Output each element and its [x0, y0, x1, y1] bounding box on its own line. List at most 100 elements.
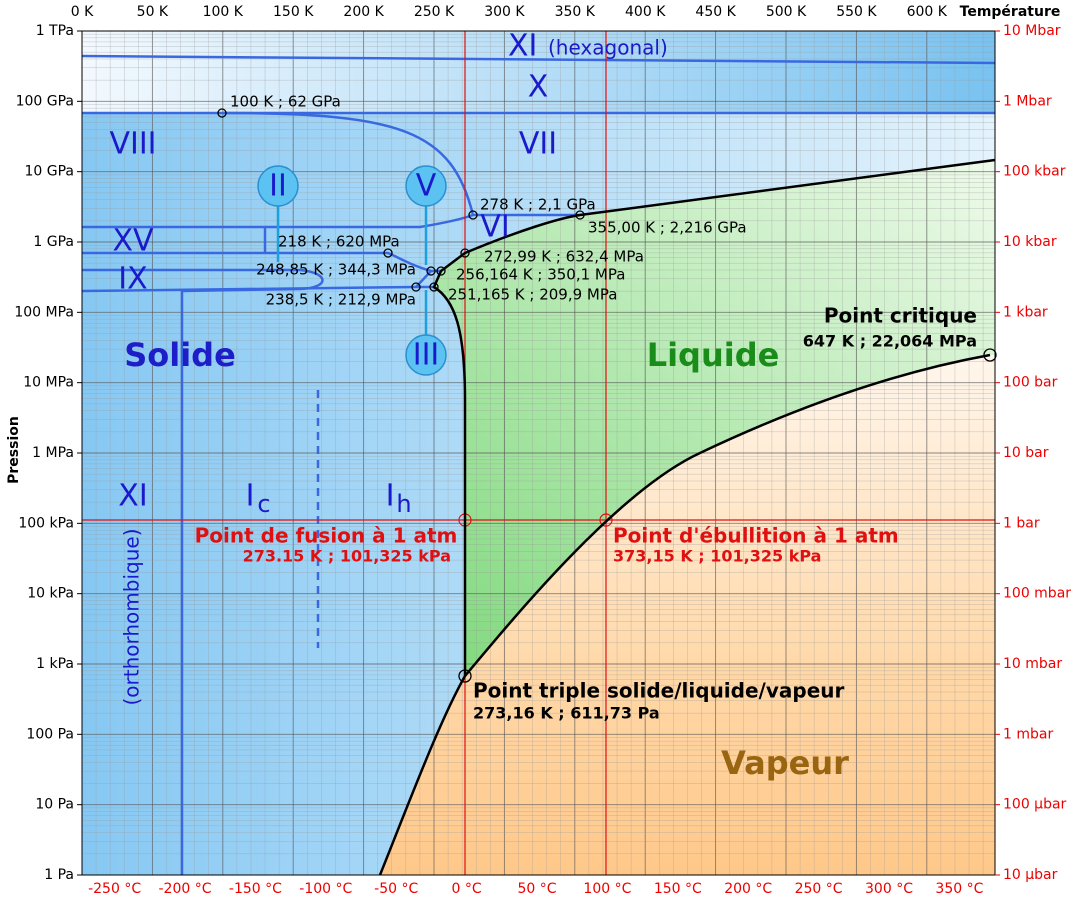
landmark-value: 647 K ; 22,064 MPa	[803, 332, 977, 351]
landmark-value: 373,15 K ; 101,325 kPa	[613, 547, 821, 566]
right-tick-label: 10 mbar	[1003, 656, 1062, 672]
bottom-tick-label: -150 °C	[229, 881, 282, 897]
boundary	[221, 111, 580, 217]
top-tick-label: 100 K	[203, 4, 244, 20]
point	[460, 248, 470, 258]
top-tick-label: 450 K	[695, 4, 736, 20]
ice-phase-label: c	[257, 490, 270, 518]
point-label: 251,165 K ; 209,9 MPa	[448, 286, 617, 304]
point	[468, 210, 478, 220]
point-label: 278 K ; 2,1 GPa	[480, 196, 596, 214]
right-tick-label: 1 mbar	[1003, 726, 1053, 742]
triple-point	[458, 669, 472, 683]
point-label: 218 K ; 620 MPa	[278, 233, 400, 251]
high-pressure-region	[82, 31, 995, 113]
vaporization-curve	[464, 353, 991, 677]
point-label: 248,85 K ; 344,3 MPa	[256, 261, 416, 279]
ice-phase-label: VII	[519, 127, 557, 162]
boundary	[82, 213, 474, 229]
left-tick-label: 1 TPa	[36, 23, 74, 39]
right-tick-label: 1 Mbar	[1003, 93, 1052, 109]
point-label: 256,164 K ; 350,1 MPa	[456, 266, 625, 284]
ice-phase-label: h	[396, 490, 411, 518]
boundary	[81, 285, 434, 293]
left-tick-label: 100 kPa	[18, 515, 74, 531]
point-label: 238,5 K ; 212,9 MPa	[266, 291, 416, 309]
bottom-tick-label: 0 °C	[452, 881, 482, 897]
point	[383, 248, 393, 258]
top-tick-label: 250 K	[414, 4, 455, 20]
top-tick-label: 0 K	[71, 4, 94, 20]
right-tick-label: 100 bar	[1003, 375, 1058, 391]
special-points	[217, 108, 997, 683]
labels: 0 K 50 K 100 K 150 K 200 K 250 K 300 K 350 K 400…	[6, 4, 1071, 897]
left-tick-label: 100 MPa	[14, 304, 74, 320]
ice-phase-label: VI	[480, 210, 509, 245]
landmark-title: Point d'ébullition à 1 atm	[613, 524, 899, 548]
top-tick-label: 400 K	[625, 4, 666, 20]
top-tick-label: 300 K	[484, 4, 525, 20]
top-tick-label: 200 K	[343, 4, 384, 20]
bottom-tick-label: 50 °C	[517, 881, 556, 897]
right-tick-label: 100 mbar	[1003, 586, 1071, 602]
point	[436, 266, 446, 276]
left-tick-label: 10 Pa	[35, 797, 74, 813]
top-tick-label: 350 K	[555, 4, 596, 20]
right-tick-label: 10 Mbar	[1003, 23, 1061, 39]
landmark-title: Point triple solide/liquide/vapeur	[473, 679, 844, 703]
ice-phase-label: I	[246, 479, 255, 514]
ice-phase-label: II	[269, 169, 287, 204]
left-tick-label: 100 GPa	[16, 93, 74, 109]
point	[217, 108, 227, 118]
ref-point	[599, 513, 613, 527]
point	[575, 210, 585, 220]
bottom-tick-label: 300 °C	[865, 881, 913, 897]
ice-phase-label: (hexagonal)	[548, 36, 668, 60]
right-tick-label: 10 µbar	[1003, 867, 1058, 883]
top-tick-label: 550 K	[836, 4, 877, 20]
top-tick-label: 500 K	[766, 4, 807, 20]
bottom-tick-label: 150 °C	[654, 881, 702, 897]
point	[426, 266, 436, 276]
bottom-tick-label: -100 °C	[299, 881, 352, 897]
ice-phase-label: XI	[118, 479, 147, 514]
right-tick-label: 1 kbar	[1003, 304, 1048, 320]
region-label: Solide	[124, 336, 236, 374]
landmark-title: Point de fusion à 1 atm	[195, 524, 458, 548]
y-axis-title: Pression	[6, 416, 22, 484]
landmark-title: Point critique	[824, 304, 977, 328]
left-tick-label: 1 kPa	[36, 656, 74, 672]
liquid-region	[434, 160, 995, 676]
left-tick-label: 1 Pa	[44, 867, 74, 883]
x-axis-title: Température	[960, 4, 1061, 20]
ice-phase-label: VIII	[109, 127, 156, 162]
bottom-tick-label: -50 °C	[374, 881, 418, 897]
region-label: Liquide	[647, 336, 780, 374]
left-tick-label: 10 GPa	[24, 164, 74, 180]
point	[411, 282, 421, 292]
ice-phase-label: XI	[508, 29, 537, 64]
melting-curve	[432, 158, 996, 676]
ice-phase-label: I	[386, 479, 395, 514]
ice-phase-label: XV	[112, 224, 154, 259]
point-label: 100 K ; 62 GPa	[230, 93, 341, 111]
region-label: Vapeur	[721, 744, 849, 782]
right-tick-label: 100 kbar	[1003, 164, 1066, 180]
bottom-tick-label: 250 °C	[795, 881, 843, 897]
bottom-tick-label: 200 °C	[724, 881, 772, 897]
left-tick-label: 10 kPa	[27, 586, 74, 602]
ice-phase-label: III	[413, 338, 440, 373]
right-tick-label: 10 kbar	[1003, 234, 1057, 250]
landmark-value: 273,16 K ; 611,73 Pa	[473, 704, 660, 723]
point-label: 355,00 K ; 2,216 GPa	[588, 219, 747, 237]
point	[429, 282, 439, 292]
point-label: 272,99 K ; 632,4 MPa	[484, 248, 644, 266]
bottom-tick-label: -200 °C	[158, 881, 211, 897]
ice-phase-label: (orthorhombique)	[120, 528, 144, 705]
left-tick-label: 100 Pa	[26, 726, 74, 742]
right-tick-label: 1 bar	[1003, 515, 1040, 531]
bottom-tick-label: -250 °C	[88, 881, 141, 897]
right-tick-label: 100 µbar	[1003, 797, 1067, 813]
landmark-value: 273.15 K ; 101,325 kPa	[243, 547, 451, 566]
